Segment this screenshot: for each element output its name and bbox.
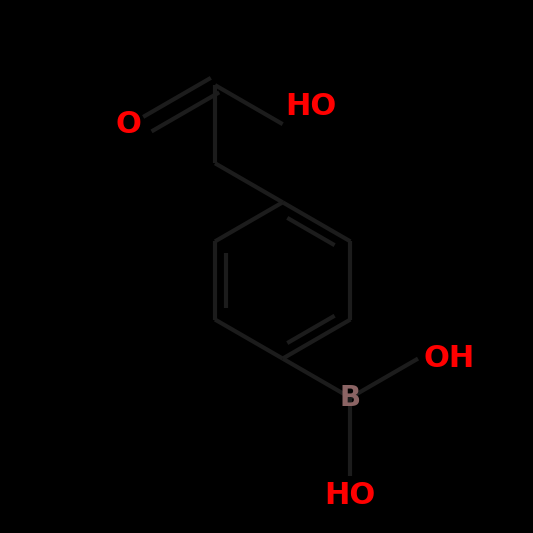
Text: HO: HO [325,481,376,511]
Text: O: O [116,110,142,139]
Text: HO: HO [286,92,337,122]
Text: OH: OH [424,344,475,373]
Text: B: B [340,384,361,411]
